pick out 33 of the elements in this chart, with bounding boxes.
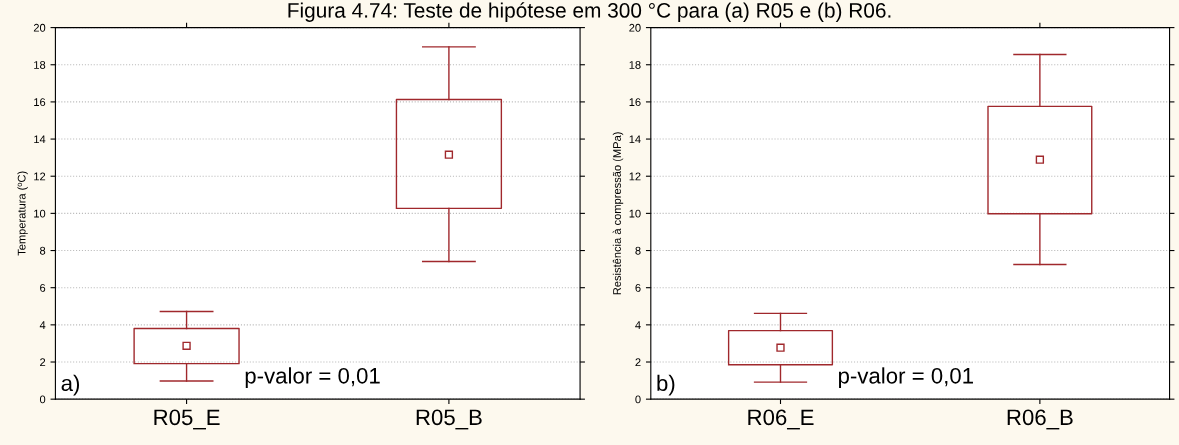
x-tick-label: R05_B [416,409,482,430]
y-tick-label: 0 [635,395,641,404]
y-tick-label: 4 [635,321,641,329]
x-tick-label: R05_E [154,409,220,430]
y-tick-label: 10 [629,209,641,218]
annotation: p-valor = 0,01 [245,367,380,389]
y-tick-label: 12 [34,172,46,181]
y-tick-label: 18 [629,61,641,69]
x-tick-label: R06_E [748,409,814,430]
y-axis-title: Resistência à compressão (MPa) [612,132,624,295]
chart-title: Figura 4.74: Teste de hipótese em 300 °C para (a) R05 e (b) R06. [288,2,891,22]
x-tick-label: R06_B [1007,409,1073,430]
y-tick-label: 12 [629,172,641,181]
y-tick-label: 0 [39,395,46,404]
y-axis-title: Temperatura (ºC) [17,171,28,256]
y-tick-label: 10 [34,209,46,218]
y-tick-label: 14 [629,135,641,144]
y-tick-label: 8 [39,246,46,255]
annotation: b) [657,374,675,396]
y-tick-label: 6 [40,283,46,292]
y-tick-label: 4 [39,321,46,329]
y-tick-label: 8 [635,246,641,255]
y-tick-label: 6 [635,283,641,292]
y-tick-label: 18 [34,61,46,69]
annotation: p-valor = 0,01 [839,367,973,389]
y-tick-label: 2 [40,358,46,367]
y-tick-label: 2 [635,358,641,367]
y-tick-label: 16 [34,98,46,107]
y-tick-label: 14 [34,135,46,144]
y-tick-label: 16 [629,98,641,107]
y-tick-label: 20 [629,23,641,32]
annotation: a) [61,374,80,396]
y-tick-label: 20 [33,23,46,32]
